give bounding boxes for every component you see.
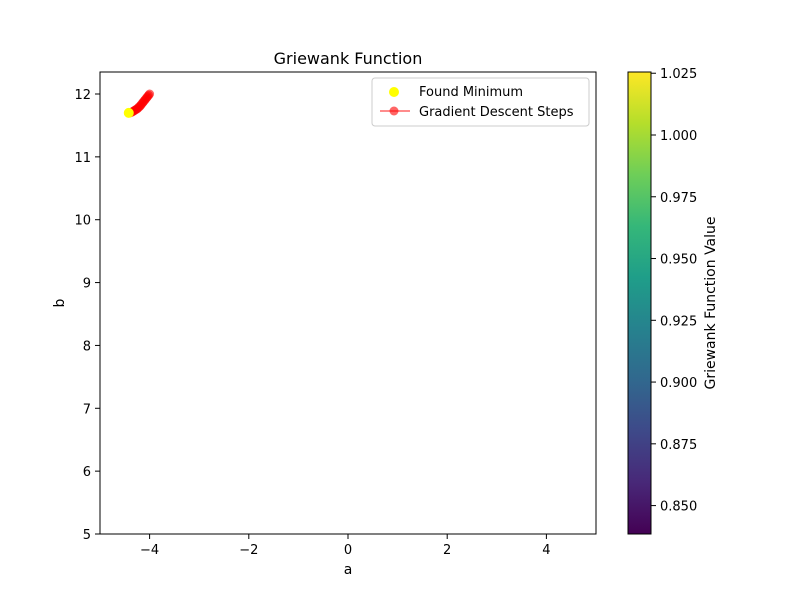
legend-box (371, 77, 590, 127)
y-tick-label: 5 (83, 528, 91, 543)
legend-marker-gradient-steps (389, 106, 399, 116)
y-tick-label: 9 (83, 277, 91, 292)
legend-label-gradient-steps: Gradient Descent Steps (419, 105, 574, 120)
y-tick-label: 8 (83, 339, 91, 354)
x-axis: −4 −2 0 2 4 (140, 534, 551, 558)
y-tick-label: 7 (83, 402, 91, 417)
plot-area: −4 −2 0 2 4 5 6 7 8 9 10 11 12 (74, 71, 597, 558)
y-tick-label: 6 (83, 465, 91, 480)
colorbar-tick-label: 0.925 (660, 314, 697, 329)
legend: Found Minimum Gradient Descent Steps (371, 77, 590, 127)
x-tick-label: 0 (344, 543, 352, 558)
x-tick-label: 2 (443, 543, 451, 558)
colorbar-label: Griewank Function Value (703, 216, 719, 389)
y-tick-label: 10 (74, 214, 91, 229)
colorbar-tick-label: 1.025 (660, 67, 697, 82)
y-axis: 5 6 7 8 9 10 11 12 (74, 88, 100, 543)
colorbar-ticks: 0.850 0.875 0.900 0.925 0.950 0.975 1.000 1.025 (651, 67, 697, 515)
found-minimum-point (123, 107, 134, 118)
colorbar-tick-label: 1.000 (660, 129, 697, 144)
x-tick-label: −2 (239, 543, 258, 558)
legend-label-found-minimum: Found Minimum (419, 85, 523, 100)
axes-frame (99, 71, 597, 535)
x-tick-label: −4 (140, 543, 159, 558)
legend-marker-found-minimum (389, 87, 399, 97)
colorbar-tick-label: 0.950 (660, 253, 697, 268)
colorbar-gradient (627, 71, 652, 535)
y-tick-label: 11 (74, 151, 91, 166)
y-axis-label: b (52, 298, 68, 307)
colorbar-tick-label: 0.975 (660, 191, 697, 206)
colorbar: 0.850 0.875 0.900 0.925 0.950 0.975 1.000 1.025… (627, 67, 719, 535)
colorbar-tick-label: 0.850 (660, 500, 697, 515)
colorbar-tick-label: 0.875 (660, 438, 697, 453)
colorbar-tick-label: 0.900 (660, 376, 697, 391)
chart-title: Griewank Function (274, 49, 423, 68)
x-axis-label: a (344, 562, 353, 578)
x-tick-label: 4 (542, 543, 550, 558)
series-layer (123, 89, 155, 118)
y-tick-label: 12 (74, 88, 91, 103)
